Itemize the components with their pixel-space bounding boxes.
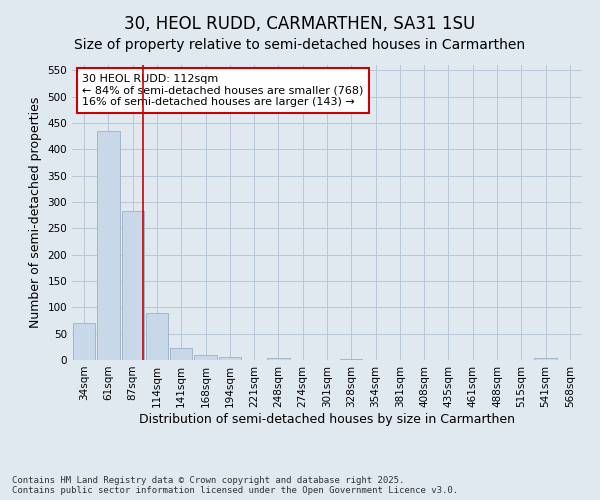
- Bar: [194, 354, 217, 360]
- Bar: [218, 358, 241, 360]
- Bar: [97, 131, 119, 360]
- Bar: [170, 348, 193, 360]
- Text: Contains HM Land Registry data © Crown copyright and database right 2025.
Contai: Contains HM Land Registry data © Crown c…: [12, 476, 458, 495]
- Bar: [267, 358, 290, 360]
- Bar: [73, 323, 95, 360]
- Bar: [146, 312, 168, 360]
- Y-axis label: Number of semi-detached properties: Number of semi-detached properties: [29, 97, 42, 328]
- Bar: [535, 358, 557, 360]
- Text: 30 HEOL RUDD: 112sqm
← 84% of semi-detached houses are smaller (768)
16% of semi: 30 HEOL RUDD: 112sqm ← 84% of semi-detac…: [82, 74, 364, 107]
- Bar: [122, 211, 144, 360]
- Text: 30, HEOL RUDD, CARMARTHEN, SA31 1SU: 30, HEOL RUDD, CARMARTHEN, SA31 1SU: [124, 15, 476, 33]
- Text: Size of property relative to semi-detached houses in Carmarthen: Size of property relative to semi-detach…: [74, 38, 526, 52]
- X-axis label: Distribution of semi-detached houses by size in Carmarthen: Distribution of semi-detached houses by …: [139, 412, 515, 426]
- Bar: [340, 359, 362, 360]
